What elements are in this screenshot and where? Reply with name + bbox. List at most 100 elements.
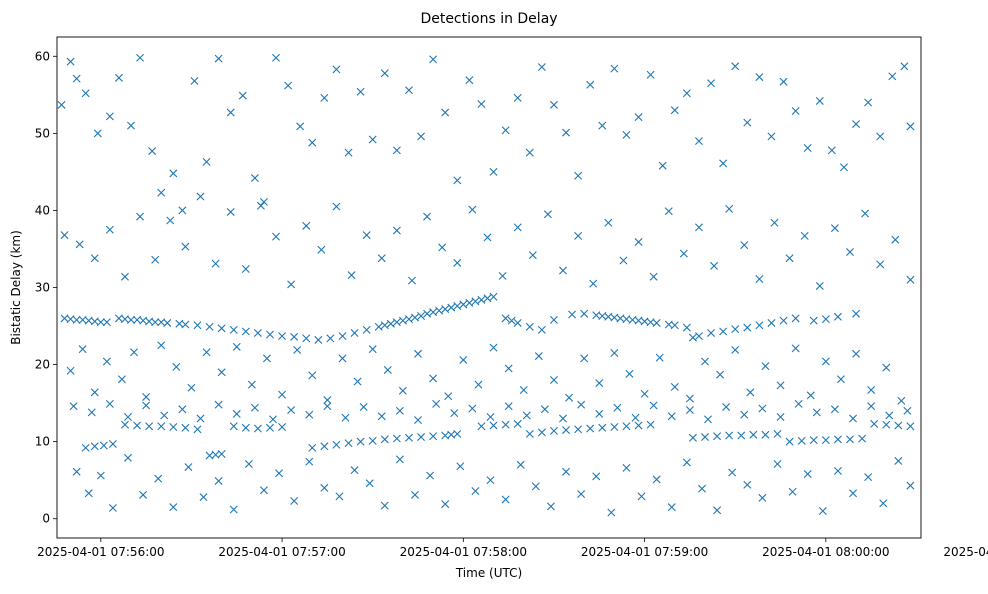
scatter-point [592, 472, 601, 481]
scatter-point [181, 320, 190, 329]
scatter-point [290, 332, 299, 341]
scatter-point [701, 357, 709, 366]
scatter-point [320, 442, 329, 451]
scatter-point [429, 432, 438, 441]
scatter-point [652, 318, 661, 327]
scatter-point [483, 233, 492, 242]
scatter-point [637, 492, 646, 501]
scatter-point [580, 354, 589, 363]
scatter-point [256, 201, 265, 210]
scatter-point [205, 322, 214, 331]
scatter-point [93, 129, 102, 138]
scatter-point [537, 428, 546, 437]
x-tick-label: 2025-04-01 08:00:00 [762, 545, 889, 559]
scatter-point [622, 422, 631, 431]
scatter-point [453, 176, 462, 185]
scatter-point [429, 308, 438, 317]
scatter-point [335, 492, 344, 501]
scatter-point [791, 344, 800, 353]
scatter-point [241, 423, 250, 432]
scatter-point [716, 370, 725, 379]
scatter-point [791, 314, 800, 323]
scatter-point [193, 321, 202, 330]
scatter-point [108, 439, 117, 448]
scatter-point [404, 315, 413, 324]
scatter-point [217, 324, 226, 333]
scatter-point [114, 73, 123, 82]
scatter-point [559, 414, 568, 423]
scatter-point [821, 436, 830, 445]
scatter-point [549, 376, 558, 384]
scatter-point [610, 349, 619, 358]
scatter-point [815, 96, 824, 105]
scatter-point [229, 505, 238, 514]
scatter-point [740, 241, 749, 250]
scatter-point [574, 425, 583, 434]
scatter-point [513, 419, 522, 428]
scatter-point [72, 315, 81, 324]
scatter-point [707, 328, 716, 337]
scatter-point [864, 98, 873, 107]
scatter-point [284, 81, 293, 90]
scatter-point [622, 463, 631, 472]
scatter-point [746, 388, 755, 397]
scatter-point [417, 132, 426, 141]
scatter-point [809, 436, 818, 445]
scatter-point [598, 423, 607, 432]
scatter-point [127, 315, 136, 324]
scatter-point [574, 231, 583, 240]
scatter-point [429, 55, 438, 64]
scatter-point [278, 423, 287, 431]
scatter-point [214, 54, 223, 63]
scatter-point [383, 365, 392, 374]
scatter-point [404, 433, 413, 442]
scatter-point [193, 425, 202, 434]
y-tick-label: 30 [35, 281, 50, 295]
scatter-point [900, 62, 909, 71]
scatter-point [172, 362, 181, 371]
scatter-point [525, 429, 534, 438]
scatter-point [410, 490, 419, 499]
scatter-point [441, 500, 450, 509]
scatter-point [477, 295, 486, 304]
scatter-point [595, 409, 604, 418]
scatter-point [414, 349, 422, 358]
scatter-point [468, 404, 477, 413]
scatter-point [453, 258, 462, 267]
scatter-point [562, 467, 571, 476]
scatter-point [66, 366, 75, 375]
scatter-point [731, 345, 740, 354]
scatter-point [395, 455, 404, 464]
scatter-point [888, 72, 897, 81]
scatter-point [326, 334, 335, 343]
scatter-point [359, 402, 368, 411]
scatter-point [537, 63, 546, 72]
scatter-point [308, 371, 317, 380]
scatter-point [238, 91, 247, 100]
scatter-point [105, 399, 114, 408]
scatter-point [332, 202, 341, 211]
scatter-point [214, 400, 223, 409]
scatter-point [350, 466, 359, 475]
scatter-point [214, 476, 223, 485]
scatter-point [906, 422, 915, 431]
scatter-point [767, 132, 776, 141]
scatter-point [501, 126, 510, 135]
scatter-point [296, 122, 305, 131]
scatter-point [105, 225, 114, 234]
scatter-point [546, 502, 555, 511]
scatter-point [688, 433, 697, 442]
scatter-point [897, 396, 906, 405]
scatter-point [809, 316, 818, 325]
scatter-point [380, 501, 389, 510]
scatter-point [504, 402, 513, 411]
scatter-point [776, 413, 785, 421]
scatter-point [169, 503, 178, 512]
scatter-point [713, 506, 722, 515]
scatter-point [465, 76, 474, 85]
scatter-point [559, 266, 568, 275]
scatter-point [791, 107, 800, 115]
scatter-point [622, 130, 631, 139]
scatter-point [338, 354, 347, 363]
